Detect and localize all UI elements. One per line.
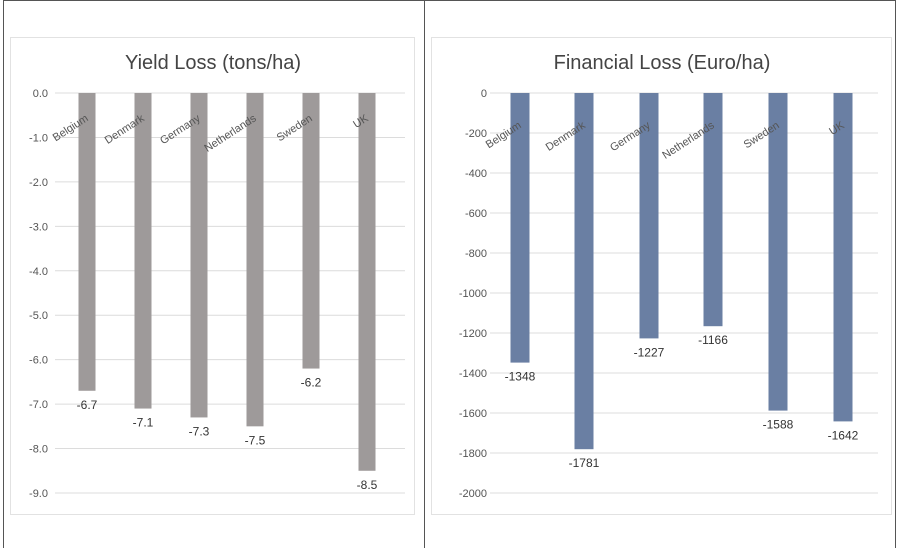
y-tick-label: -1600 — [459, 408, 487, 420]
bar — [833, 93, 853, 422]
y-tick-label: -1200 — [459, 328, 487, 340]
yield-loss-chart-panel — [10, 37, 415, 515]
data-label: -1642 — [828, 428, 859, 442]
y-tick-label: -1000 — [459, 288, 487, 300]
yield-loss-title: Yield Loss (tons/ha) — [125, 52, 301, 74]
y-tick-label: -2.0 — [29, 177, 48, 189]
y-tick-label: -400 — [465, 168, 487, 180]
y-tick-label: -5.0 — [29, 310, 48, 322]
y-tick-label: -4.0 — [29, 266, 48, 278]
y-tick-label: -1400 — [459, 368, 487, 380]
bar — [302, 93, 320, 369]
data-label: -8.5 — [357, 478, 378, 492]
y-tick-label: -2000 — [459, 488, 487, 500]
data-label: -7.3 — [189, 424, 210, 438]
data-label: -1348 — [505, 370, 536, 384]
data-label: -1227 — [634, 345, 665, 359]
y-tick-label: -7.0 — [29, 399, 48, 411]
bar — [639, 93, 659, 339]
y-tick-label: -6.0 — [29, 355, 48, 367]
financial-loss-chart: Financial Loss (Euro/ha) 0 -200 -400 -600 -8… — [459, 52, 878, 500]
bar — [134, 93, 152, 409]
y-tick-label: -9.0 — [29, 488, 48, 500]
bar — [768, 93, 788, 411]
y-tick-label: 0 — [481, 88, 487, 100]
y-tick-label: -3.0 — [29, 221, 48, 233]
data-label: -7.1 — [133, 416, 154, 430]
data-label: -1588 — [763, 418, 794, 432]
bar — [246, 93, 264, 427]
bar — [78, 93, 96, 391]
data-label: -1166 — [698, 333, 728, 347]
y-tick-label: 0.0 — [33, 88, 48, 100]
financial-loss-title: Financial Loss (Euro/ha) — [554, 52, 771, 74]
yield-loss-chart: Yield Loss (tons/ha) 0.0 -1.0 -2.0 -3.0 -4.0… — [29, 52, 405, 500]
y-tick-label: -800 — [465, 248, 487, 260]
data-label: -6.2 — [301, 376, 322, 390]
financial-loss-chart-panel — [431, 37, 892, 515]
data-label: -1781 — [569, 456, 600, 470]
y-tick-label: -200 — [465, 128, 487, 140]
y-tick-label: -8.0 — [29, 444, 48, 456]
y-tick-label: -600 — [465, 208, 487, 220]
right-figure-frame — [424, 0, 896, 548]
bar — [574, 93, 594, 450]
y-tick-label: -1.0 — [29, 132, 48, 144]
data-label: -7.5 — [245, 433, 266, 447]
y-tick-label: -1800 — [459, 448, 487, 460]
bar — [510, 93, 530, 363]
bar — [190, 93, 208, 418]
data-label: -6.7 — [77, 398, 98, 412]
bar — [358, 93, 376, 471]
bar — [703, 93, 723, 327]
